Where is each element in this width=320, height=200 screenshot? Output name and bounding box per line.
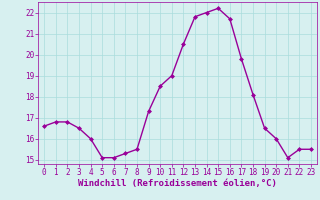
X-axis label: Windchill (Refroidissement éolien,°C): Windchill (Refroidissement éolien,°C) — [78, 179, 277, 188]
